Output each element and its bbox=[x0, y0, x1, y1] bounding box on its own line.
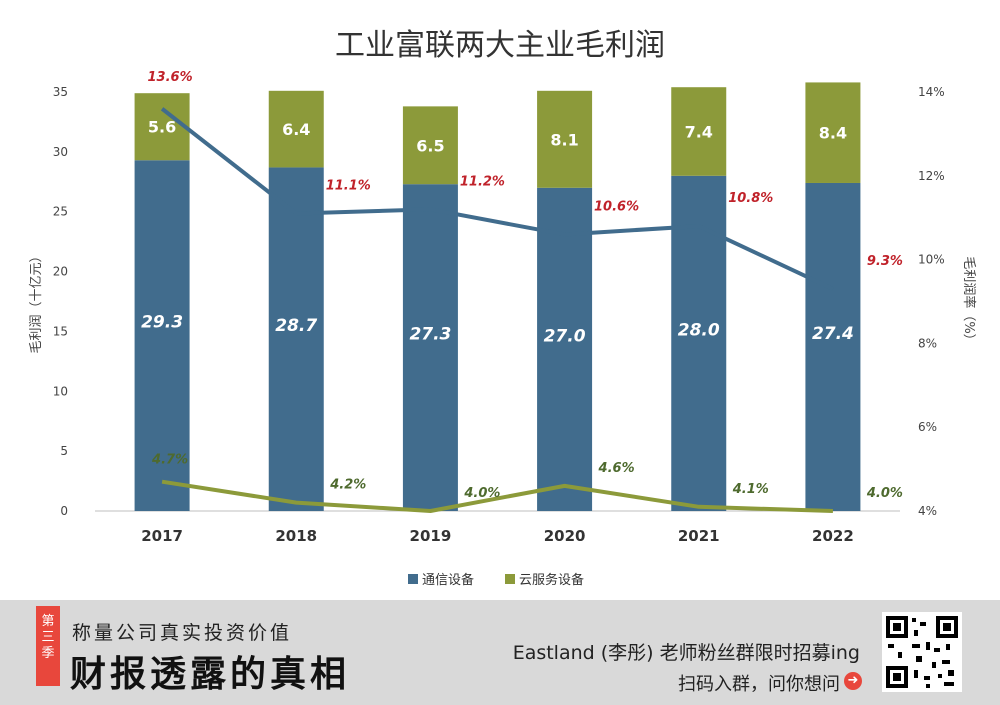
line-communication-margin bbox=[160, 107, 834, 291]
bar-label-cloud: 8.1 bbox=[550, 130, 578, 149]
margin-label-cloud: 4.0% bbox=[866, 486, 903, 501]
margin-label-communication: 11.2% bbox=[460, 174, 505, 189]
bar-label-communication: 27.3 bbox=[409, 325, 451, 345]
promo-cta: 扫码入群，问你想问 bbox=[678, 674, 840, 695]
x-tick-label: 2020 bbox=[544, 527, 586, 545]
margin-label-cloud: 4.6% bbox=[598, 461, 635, 476]
y-tick-label: 10 bbox=[53, 384, 68, 398]
x-tick-label: 2022 bbox=[812, 527, 854, 545]
season-badge: 第三季 bbox=[36, 606, 60, 686]
qr-code-icon[interactable] bbox=[882, 612, 962, 692]
margin-label-communication: 10.6% bbox=[594, 199, 639, 214]
y2-tick-label: 12% bbox=[918, 169, 945, 183]
margin-label-communication: 13.6% bbox=[148, 70, 193, 85]
y2-tick-label: 6% bbox=[918, 420, 937, 434]
bar-communication bbox=[134, 160, 190, 512]
bar-label-cloud: 7.4 bbox=[685, 123, 713, 142]
margin-label-cloud: 4.7% bbox=[151, 453, 188, 468]
x-tick-label: 2021 bbox=[678, 527, 720, 545]
margin-label-cloud: 4.1% bbox=[732, 482, 769, 497]
y2-tick-label: 4% bbox=[918, 504, 937, 518]
bar-communication bbox=[268, 167, 324, 512]
legend-label-cloud: 云服务设备 bbox=[519, 572, 584, 588]
y-axis-label: 毛利润（十亿元） bbox=[29, 249, 44, 353]
x-tick-label: 2019 bbox=[410, 527, 452, 545]
bar-label-communication: 29.3 bbox=[141, 313, 183, 333]
bar-label-communication: 28.7 bbox=[275, 316, 317, 336]
margin-label-cloud: 4.0% bbox=[463, 486, 500, 501]
y-tick-label: 5 bbox=[60, 444, 68, 458]
margin-label-cloud: 4.2% bbox=[329, 478, 366, 493]
bar-label-cloud: 8.4 bbox=[819, 124, 847, 143]
bar-cloud bbox=[268, 90, 324, 168]
y-tick-label: 15 bbox=[53, 324, 68, 338]
legend-swatch-communication bbox=[408, 574, 418, 584]
promo-text: Eastland (李彤) 老师粉丝群限时招募ing bbox=[512, 642, 860, 664]
y-tick-label: 25 bbox=[53, 205, 68, 219]
margin-label-communication: 11.1% bbox=[326, 179, 371, 194]
bar-label-communication: 28.0 bbox=[678, 320, 720, 340]
bar-label-cloud: 6.5 bbox=[416, 136, 444, 155]
y-tick-label: 35 bbox=[53, 85, 68, 99]
bar-communication bbox=[402, 184, 458, 511]
bar-communication bbox=[537, 187, 593, 511]
y-tick-label: 20 bbox=[53, 265, 68, 279]
line-cloud-margin bbox=[161, 479, 833, 513]
chart: 工业富联两大主业毛利润 0 5 10 15 20 25 30 35 4% 6% 8% 10% 12% 14%… bbox=[29, 28, 977, 588]
bar-cloud bbox=[134, 93, 190, 161]
legend-label-communication: 通信设备 bbox=[422, 572, 474, 588]
footer-subtitle: 称量公司真实投资价值 bbox=[72, 622, 293, 644]
bar-label-cloud: 5.6 bbox=[148, 118, 176, 137]
y2-tick-label: 10% bbox=[918, 253, 945, 267]
bar-cloud bbox=[671, 87, 727, 176]
y2-tick-label: 14% bbox=[918, 85, 945, 99]
x-tick-label: 2018 bbox=[275, 527, 317, 545]
y2-tick-label: 8% bbox=[918, 336, 937, 350]
footer-main-title: 财报透露的真相 bbox=[70, 653, 351, 695]
y-tick-label: 0 bbox=[60, 504, 68, 518]
bar-communication bbox=[805, 182, 861, 512]
bar-cloud bbox=[805, 82, 861, 183]
bar-communication bbox=[671, 175, 727, 512]
legend-swatch-cloud bbox=[505, 574, 515, 584]
y-tick-label: 30 bbox=[53, 145, 68, 159]
margin-label-communication: 10.8% bbox=[728, 191, 773, 206]
margin-label-communication: 9.3% bbox=[867, 254, 903, 269]
chart-title: 工业富联两大主业毛利润 bbox=[335, 28, 665, 63]
bar-label-cloud: 6.4 bbox=[282, 120, 310, 139]
bar-label-communication: 27.0 bbox=[544, 326, 586, 346]
bar-cloud bbox=[537, 90, 593, 188]
footer-banner bbox=[0, 600, 1000, 705]
y2-axis-label: 毛利润率（%） bbox=[961, 256, 977, 346]
x-tick-label: 2017 bbox=[141, 527, 183, 545]
arrow-icon: ➜ bbox=[844, 672, 862, 690]
bar-cloud bbox=[402, 106, 458, 185]
bar-label-communication: 27.4 bbox=[812, 324, 854, 344]
